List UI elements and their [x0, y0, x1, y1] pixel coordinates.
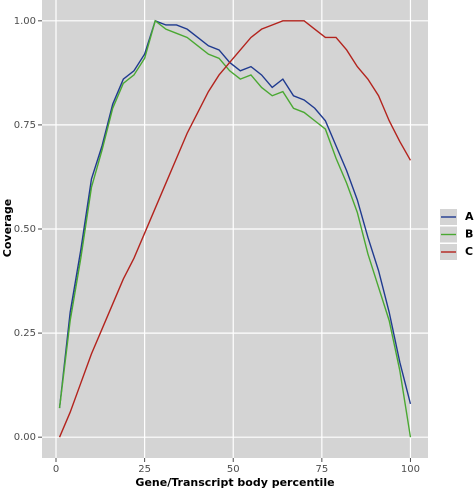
y-tick-label: 0.75: [14, 120, 36, 131]
legend-label: C: [465, 245, 473, 258]
x-tick-label: 50: [227, 464, 240, 475]
y-axis-title: Coverage: [1, 199, 14, 257]
y-tick-label: 0.00: [14, 432, 36, 443]
series-line: [58, 19, 412, 409]
legend-label: B: [465, 228, 473, 241]
series-line: [58, 19, 412, 438]
y-tick-label: 1.00: [14, 16, 36, 27]
y-tick-label: 0.25: [14, 328, 36, 339]
x-tick-label: 25: [138, 464, 151, 475]
x-axis-title: Gene/Transcript body percentile: [135, 476, 334, 489]
series-line: [58, 20, 412, 438]
y-tick-label: 0.50: [14, 224, 36, 235]
legend-label: A: [465, 210, 474, 223]
x-tick-label: 100: [401, 464, 420, 475]
x-tick-label: 75: [315, 464, 328, 475]
x-tick-label: 0: [53, 464, 59, 475]
